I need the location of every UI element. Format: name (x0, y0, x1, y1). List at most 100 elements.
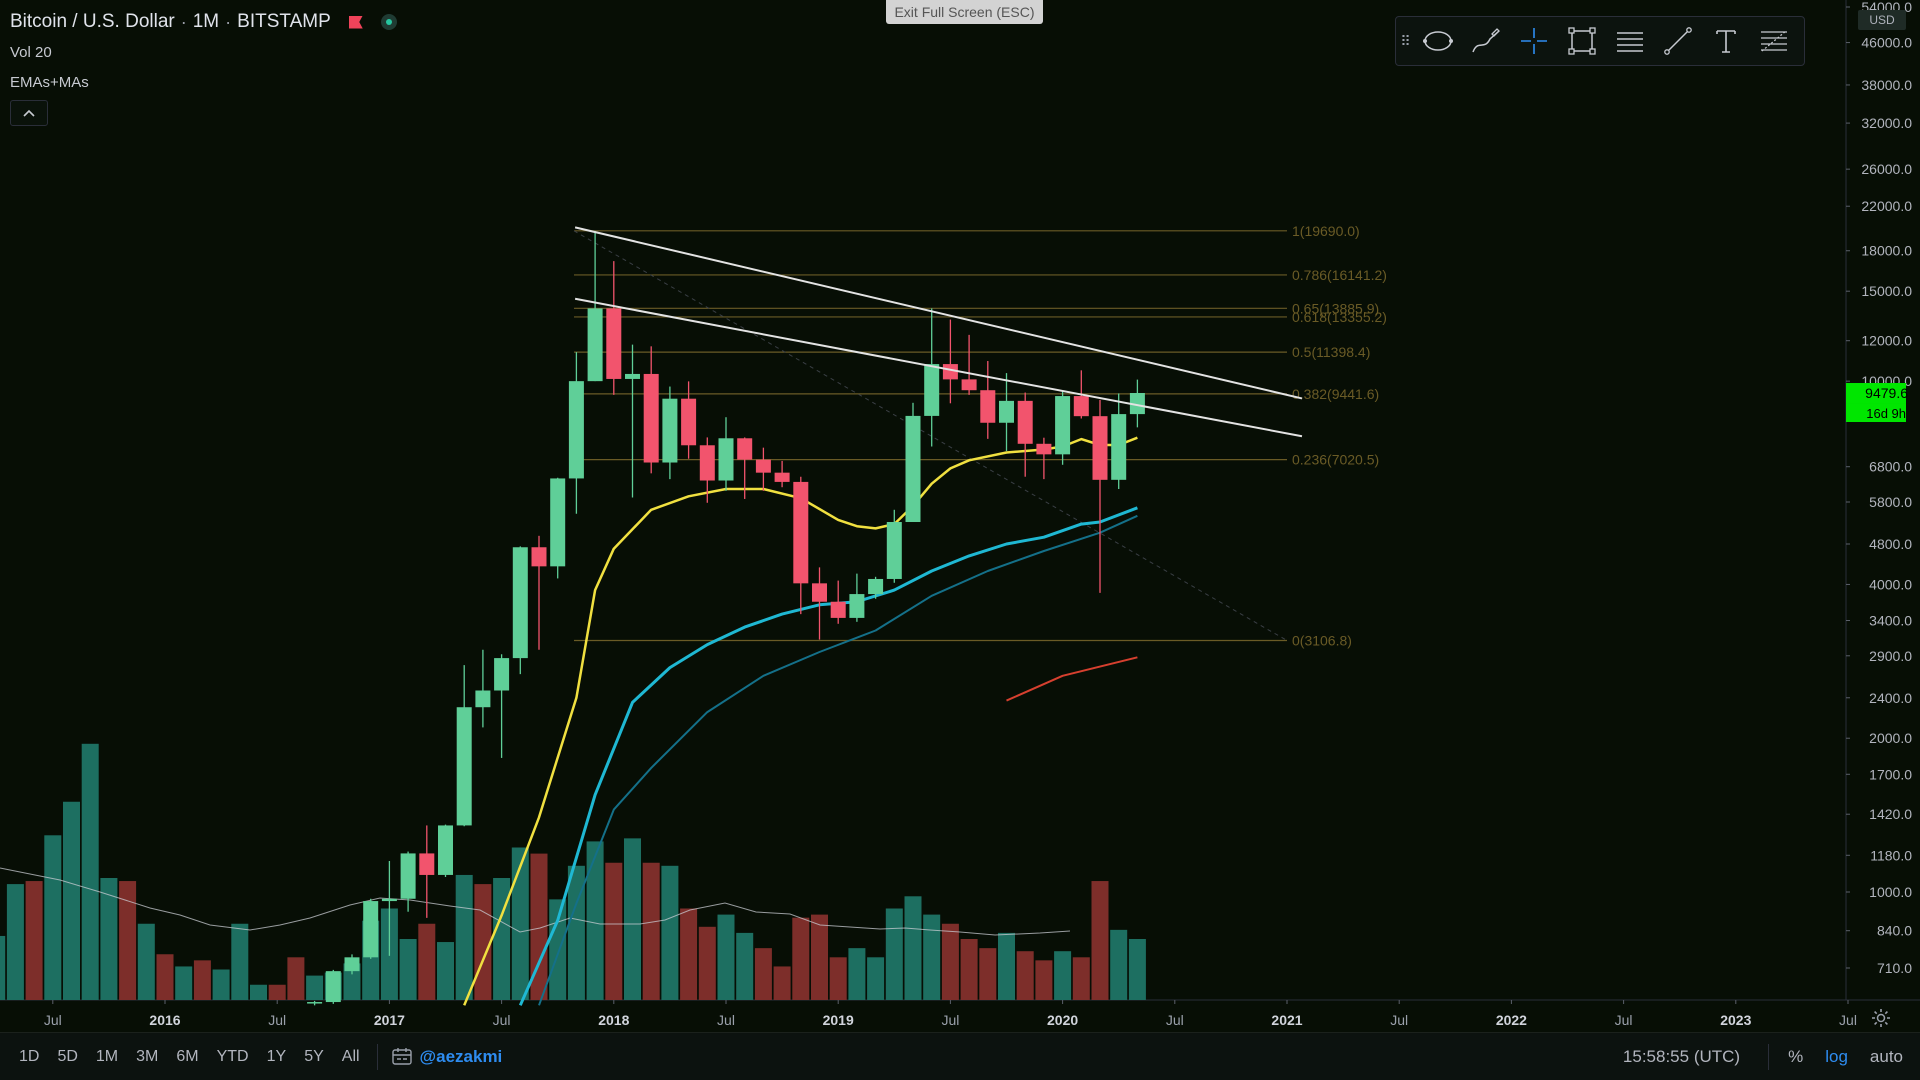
range-button-1d[interactable]: 1D (19, 1048, 40, 1065)
candle-body[interactable] (1036, 443, 1052, 455)
rectangle-tool-button[interactable] (1558, 17, 1606, 65)
candle-body[interactable] (793, 481, 809, 584)
candle-body[interactable] (755, 459, 771, 473)
candle-body[interactable] (737, 438, 753, 460)
range-button-ytd[interactable]: YTD (216, 1048, 249, 1065)
candle-body[interactable] (531, 547, 547, 567)
flag-icon[interactable] (348, 15, 363, 29)
volume-bar (998, 932, 1015, 1000)
currency-badge[interactable]: USD (1858, 10, 1906, 30)
candle-body[interactable] (438, 825, 453, 875)
drag-handle-icon[interactable]: ⠿ (1400, 32, 1410, 49)
volume-bar (923, 914, 941, 1000)
range-button-1m[interactable]: 1M (95, 1048, 119, 1065)
candle-body[interactable] (662, 398, 678, 463)
candle-body[interactable] (344, 957, 360, 972)
price-tick-label: 3400.0 (1869, 613, 1912, 629)
candle-body[interactable] (363, 901, 379, 958)
candle-body[interactable] (625, 373, 640, 379)
horizontal-lines-tool-button[interactable] (1606, 17, 1654, 65)
date-range-icon[interactable] (390, 1045, 414, 1069)
price-tick-label: 22000.0 (1861, 198, 1912, 214)
candle-body[interactable] (512, 547, 528, 659)
candle-body[interactable] (812, 583, 827, 602)
symbol-name[interactable]: Bitcoin / U.S. Dollar (10, 11, 175, 32)
fib-level-label: 0.65(13885.9) (1292, 300, 1379, 316)
volume-bar (63, 801, 80, 1000)
text-tool-button[interactable] (1702, 17, 1750, 65)
price-tick-label: 1180.0 (1870, 847, 1912, 863)
candle-body[interactable] (942, 364, 958, 380)
indicator-legend-row[interactable]: EMAs+MAs (10, 70, 397, 94)
candle-body[interactable] (961, 379, 977, 391)
candle-body[interactable] (325, 971, 341, 1003)
countdown-badge (1846, 403, 1906, 423)
range-button-1y[interactable]: 1Y (266, 1048, 287, 1065)
candle-body[interactable] (1073, 396, 1089, 417)
candle-body[interactable] (587, 308, 603, 382)
settings-gear-icon[interactable] (1870, 1007, 1892, 1029)
volume-label[interactable]: Vol 20 (10, 43, 52, 61)
candle-body[interactable] (1129, 392, 1145, 415)
volume-bar (1128, 939, 1146, 1000)
upper-trendline[interactable] (574, 226, 1303, 400)
candle-body[interactable] (830, 601, 846, 618)
candle-body[interactable] (568, 381, 584, 479)
volume-legend-row[interactable]: Vol 20 (10, 40, 397, 64)
candle-body[interactable] (307, 1002, 323, 1004)
candle-body[interactable] (718, 438, 734, 481)
clock-readout[interactable]: 15:58:55 (UTC) (1622, 1047, 1741, 1066)
auto-scale-button[interactable]: auto (1869, 1047, 1903, 1066)
candle-body[interactable] (699, 445, 715, 481)
symbol-row[interactable]: Bitcoin / U.S. Dollar · 1M · BITSTAMP (10, 10, 397, 34)
candle-body[interactable] (606, 308, 622, 379)
candle-body[interactable] (774, 472, 790, 482)
author-handle[interactable]: @aezakmi (419, 1047, 503, 1066)
indicator-label[interactable]: EMAs+MAs (10, 73, 89, 91)
candle-body[interactable] (1017, 400, 1033, 444)
candle-body[interactable] (924, 364, 940, 416)
time-tick-label: Jul (941, 1012, 959, 1028)
candle-body[interactable] (475, 690, 491, 708)
candle-body[interactable] (1055, 396, 1071, 455)
exchange-label[interactable]: BITSTAMP (237, 11, 331, 32)
volume-bar (418, 923, 436, 1000)
candle-body[interactable] (868, 578, 884, 595)
brush-tool-button[interactable] (1462, 17, 1510, 65)
candle-body[interactable] (494, 658, 510, 691)
market-status-icon[interactable] (380, 14, 397, 30)
range-button-6m[interactable]: 6M (176, 1048, 199, 1065)
candle-body[interactable] (905, 415, 921, 523)
candle-body[interactable] (456, 707, 472, 826)
collapse-legend-button[interactable] (10, 100, 48, 126)
candle-body[interactable] (400, 853, 416, 899)
range-button-5d[interactable]: 5D (57, 1048, 78, 1065)
lower-trendline[interactable] (574, 297, 1303, 438)
interval-label[interactable]: 1M (192, 11, 220, 32)
exit-fullscreen-button[interactable]: Exit Full Screen (ESC) (886, 0, 1043, 24)
log-scale-button[interactable]: log (1825, 1047, 1848, 1066)
range-button-5y[interactable]: 5Y (304, 1048, 324, 1065)
candle-body[interactable] (1092, 416, 1108, 480)
volume-bar (1110, 929, 1128, 1000)
candle-body[interactable] (381, 898, 397, 902)
candle-body[interactable] (643, 373, 659, 463)
percent-scale-button[interactable]: % (1788, 1047, 1804, 1066)
candle-body[interactable] (886, 522, 902, 579)
volume-bar (25, 881, 43, 1000)
fib-tool-button[interactable] (1750, 17, 1798, 65)
candle-body[interactable] (980, 390, 996, 423)
candle-body[interactable] (550, 478, 566, 567)
price-tick-label: 38000.0 (1861, 77, 1912, 93)
range-button-all[interactable]: All (341, 1048, 360, 1065)
candle-body[interactable] (681, 398, 697, 446)
candle-body[interactable] (849, 594, 865, 618)
candle-body[interactable] (419, 853, 435, 875)
ellipse-tool-button[interactable] (1414, 17, 1462, 65)
candle-body[interactable] (999, 400, 1014, 423)
candle-body[interactable] (1111, 414, 1127, 480)
range-button-3m[interactable]: 3M (136, 1048, 159, 1065)
crosshair-tool-button[interactable] (1510, 17, 1558, 65)
trend-line-tool-button[interactable] (1654, 17, 1702, 65)
